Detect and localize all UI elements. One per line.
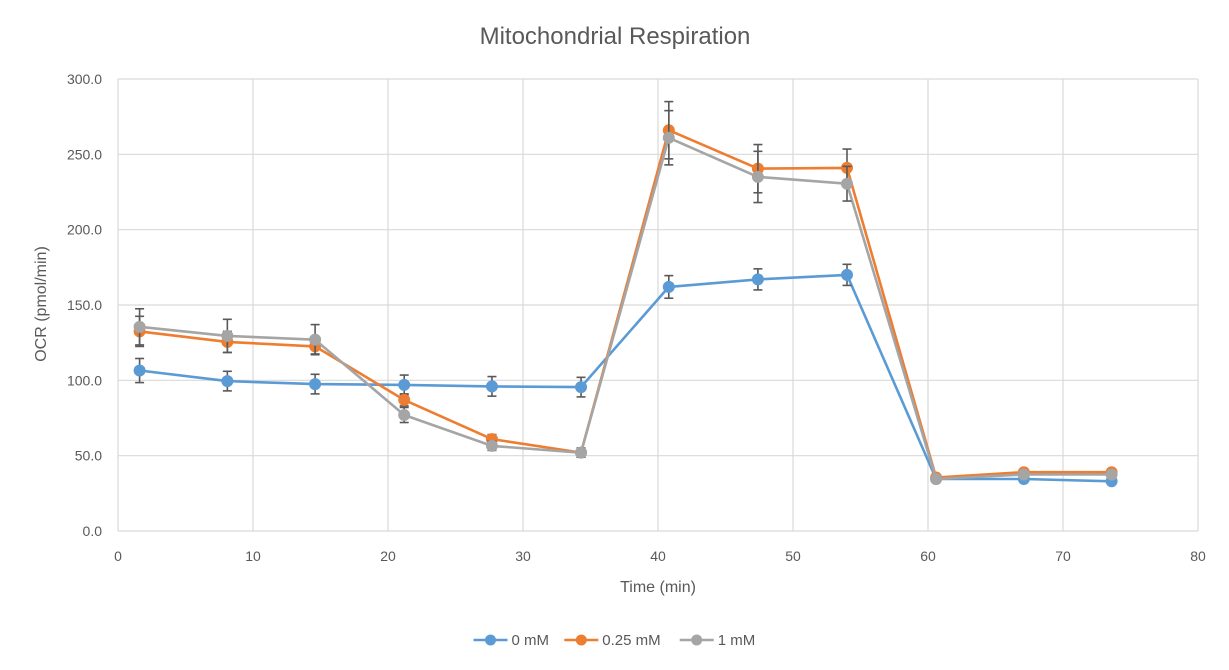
chart-title: Mitochondrial Respiration	[480, 23, 751, 50]
data-point	[575, 381, 588, 394]
x-tick-label: 20	[380, 548, 396, 564]
legend-item: 0 mM	[473, 632, 550, 649]
data-point	[841, 177, 853, 190]
x-tick-label: 70	[1055, 548, 1071, 564]
x-tick-label: 80	[1190, 548, 1206, 564]
legend-item: 1 mM	[679, 632, 756, 649]
x-tick-label: 40	[650, 548, 666, 564]
x-tick-label: 30	[515, 548, 531, 564]
legend-marker	[575, 634, 587, 646]
data-point	[398, 378, 411, 391]
data-point	[751, 170, 764, 183]
data-point	[1105, 468, 1118, 481]
data-point	[309, 378, 322, 391]
legend-marker	[485, 634, 496, 646]
data-point	[662, 131, 675, 144]
legend-label: 0.25 mM	[602, 632, 660, 649]
legend-marker	[691, 634, 703, 646]
legend-label: 0 mM	[512, 632, 550, 649]
data-point	[221, 375, 234, 388]
x-tick-label: 50	[785, 548, 801, 564]
data-point	[309, 333, 322, 346]
data-point	[485, 380, 498, 393]
y-tick-label: 0.0	[83, 523, 103, 539]
data-point	[662, 280, 675, 293]
data-point	[221, 329, 234, 342]
legend-item: 0.25 mM	[564, 632, 661, 649]
series-group	[133, 100, 1118, 488]
data-point	[398, 393, 411, 406]
y-tick-label: 50.0	[75, 448, 102, 464]
series-line	[139, 136, 1112, 481]
series-1-mm	[133, 109, 1118, 486]
data-point	[133, 364, 146, 377]
x-tick-label: 60	[920, 548, 936, 564]
data-point	[398, 408, 411, 421]
y-tick-label: 100.0	[67, 372, 102, 388]
data-point	[930, 473, 943, 486]
y-tick-label: 250.0	[67, 146, 102, 162]
data-point	[1017, 468, 1030, 481]
y-tick-label: 200.0	[67, 222, 102, 238]
data-point	[133, 320, 146, 333]
gridlines	[117, 78, 1199, 532]
data-point	[485, 439, 498, 452]
y-tick-label: 300.0	[67, 71, 102, 87]
x-axis-title: Time (min)	[620, 579, 696, 596]
data-point	[751, 273, 764, 286]
x-tick-label: 0	[114, 548, 122, 564]
legend: 0 mM 0.25 mM 1 mM	[473, 632, 756, 649]
legend-label: 1 mM	[718, 632, 756, 649]
x-tick-label: 10	[245, 548, 261, 564]
y-axis-title: OCR (pmol/min)	[33, 246, 50, 362]
data-point	[841, 268, 853, 281]
data-point	[575, 446, 588, 459]
axes: 0.0 50.0 100.0 150.0 200.0 250.0 300.0 0 10 20 30 4…	[67, 71, 1206, 564]
y-tick-label: 150.0	[67, 297, 102, 313]
